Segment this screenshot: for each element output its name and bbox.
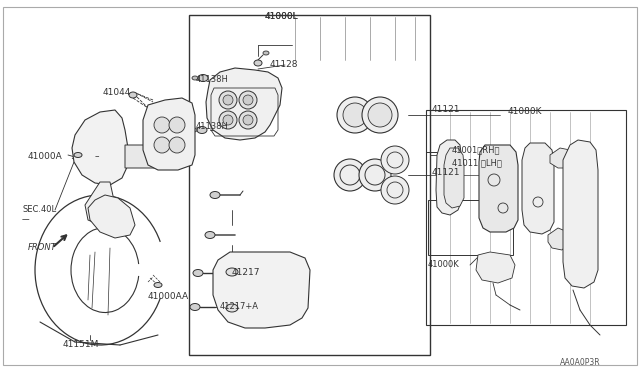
Text: 41000K: 41000K — [428, 260, 460, 269]
Text: 41121: 41121 — [432, 168, 461, 177]
Ellipse shape — [197, 126, 207, 134]
Ellipse shape — [210, 192, 220, 199]
Text: 41217+A: 41217+A — [220, 302, 259, 311]
Text: FRONT: FRONT — [28, 243, 57, 252]
Text: 41121: 41121 — [432, 105, 461, 114]
Polygon shape — [476, 252, 515, 283]
Ellipse shape — [190, 304, 200, 311]
Bar — [426, 110, 626, 325]
Text: 41000L: 41000L — [265, 12, 299, 21]
Ellipse shape — [129, 92, 137, 98]
Polygon shape — [206, 68, 282, 140]
Polygon shape — [563, 140, 598, 288]
Circle shape — [381, 176, 409, 204]
Circle shape — [169, 117, 185, 133]
Polygon shape — [522, 143, 554, 234]
Polygon shape — [72, 110, 128, 185]
Circle shape — [169, 137, 185, 153]
Ellipse shape — [205, 231, 215, 238]
Text: 41138H: 41138H — [196, 122, 229, 131]
Polygon shape — [88, 195, 135, 238]
Text: 41000A: 41000A — [28, 152, 63, 161]
Text: 41000AA: 41000AA — [148, 292, 189, 301]
Circle shape — [239, 111, 257, 129]
Text: 41138H: 41138H — [196, 75, 229, 84]
Text: –: – — [95, 152, 99, 161]
Circle shape — [359, 159, 391, 191]
Circle shape — [239, 91, 257, 109]
Circle shape — [343, 103, 367, 127]
Text: AA0A0P3R: AA0A0P3R — [560, 358, 600, 367]
Polygon shape — [548, 228, 570, 250]
Ellipse shape — [198, 74, 208, 81]
Polygon shape — [436, 140, 462, 215]
Ellipse shape — [74, 153, 82, 157]
Ellipse shape — [193, 269, 203, 276]
Polygon shape — [479, 145, 518, 232]
Text: 41151M: 41151M — [63, 340, 99, 349]
Text: 41217: 41217 — [232, 268, 260, 277]
Ellipse shape — [226, 268, 238, 276]
Circle shape — [154, 137, 170, 153]
Circle shape — [334, 159, 366, 191]
Circle shape — [243, 95, 253, 105]
Text: 41001〈RH〉: 41001〈RH〉 — [452, 145, 500, 154]
Polygon shape — [85, 182, 115, 225]
Circle shape — [337, 97, 373, 133]
Ellipse shape — [191, 128, 197, 132]
Circle shape — [223, 95, 233, 105]
Bar — [428, 200, 513, 255]
Text: SEC.40L: SEC.40L — [22, 205, 56, 214]
Circle shape — [154, 117, 170, 133]
Text: 41011 〈LH〉: 41011 〈LH〉 — [452, 158, 502, 167]
Ellipse shape — [192, 76, 198, 80]
Ellipse shape — [154, 282, 162, 288]
Circle shape — [368, 103, 392, 127]
Polygon shape — [550, 148, 572, 168]
Circle shape — [381, 146, 409, 174]
Text: —: — — [22, 215, 29, 224]
Circle shape — [219, 91, 237, 109]
Polygon shape — [125, 145, 158, 168]
Ellipse shape — [263, 51, 269, 55]
Text: 41044: 41044 — [103, 88, 131, 97]
Polygon shape — [143, 98, 195, 170]
Circle shape — [223, 115, 233, 125]
Circle shape — [243, 115, 253, 125]
Text: 41000L: 41000L — [265, 12, 299, 21]
Polygon shape — [444, 148, 464, 208]
Ellipse shape — [226, 304, 238, 312]
Circle shape — [362, 97, 398, 133]
Text: 41080K: 41080K — [508, 107, 543, 116]
Bar — [189, 15, 430, 355]
Ellipse shape — [254, 60, 262, 66]
Text: 41128: 41128 — [270, 60, 298, 69]
Polygon shape — [213, 252, 310, 328]
Circle shape — [219, 111, 237, 129]
